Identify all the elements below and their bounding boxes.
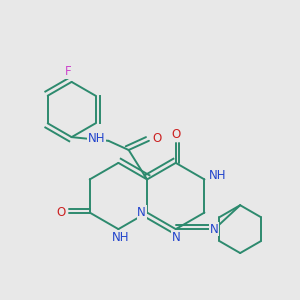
Text: O: O — [57, 206, 66, 219]
Text: N: N — [137, 206, 146, 219]
Text: NH: NH — [88, 133, 105, 146]
Text: O: O — [171, 128, 180, 141]
Text: N: N — [210, 223, 219, 236]
Text: F: F — [65, 65, 72, 78]
Text: NH: NH — [112, 231, 129, 244]
Text: N: N — [171, 231, 180, 244]
Text: O: O — [152, 133, 162, 146]
Text: NH: NH — [208, 169, 226, 182]
